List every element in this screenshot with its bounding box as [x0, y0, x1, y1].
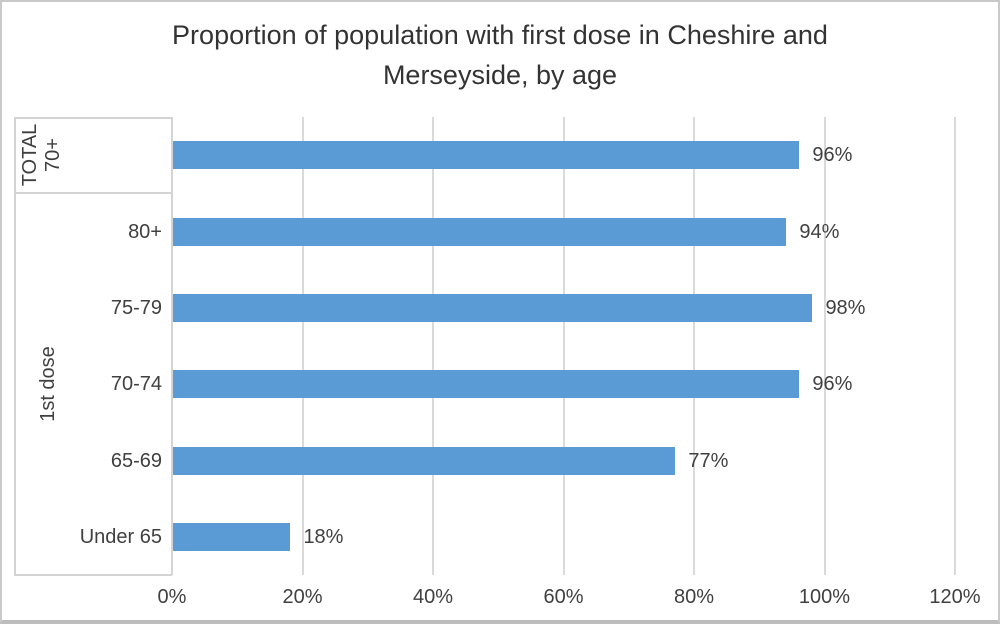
category-label-75-79: 75-79: [110, 296, 162, 319]
gridline-80%: [693, 117, 695, 575]
x-axis-tick-label: 60%: [543, 586, 584, 608]
chart-title: Proportion of population with first dose…: [2, 15, 998, 95]
category-label-Under 65: Under 65: [79, 525, 162, 548]
label-box-left-line: [14, 117, 16, 575]
category-axis-line: [171, 117, 173, 575]
group-label-1st-dose: 1st dose: [37, 346, 59, 422]
bar-Under 65: [173, 522, 291, 551]
x-axis-tick-label: 40%: [412, 586, 454, 608]
data-label-65-69: 77%: [688, 449, 729, 472]
x-axis-tick-label: 100%: [798, 586, 851, 608]
gridline-40%: [432, 117, 434, 575]
category-label-80+: 80+: [128, 220, 162, 243]
chart-title-line-2: Merseyside, by age: [382, 60, 618, 90]
bar-70+: [173, 141, 800, 170]
gridline-100%: [823, 117, 826, 575]
category-label-70-74: 70-74: [110, 373, 162, 396]
data-label-70-74: 96%: [812, 373, 853, 396]
x-axis-tick-label: 80%: [673, 586, 715, 608]
bar-80+: [173, 217, 787, 246]
category-label-70+: 70+: [42, 138, 64, 173]
x-axis-tick-label: 120%: [929, 586, 981, 608]
data-label-70+: 96%: [812, 144, 853, 167]
group-divider-line: [14, 192, 172, 195]
data-label-80+: 94%: [799, 220, 840, 243]
label-box-top-line: [14, 117, 172, 119]
category-label-65-69: 65-69: [110, 449, 162, 472]
gridline-60%: [562, 117, 565, 575]
data-label-Under 65: 18%: [303, 525, 344, 548]
x-axis-tick-label: 0%: [157, 586, 187, 608]
bar-65-69: [173, 446, 676, 475]
gridline-120%: [954, 117, 956, 575]
group-label-total: TOTAL: [19, 123, 41, 187]
data-label-75-79: 98%: [825, 296, 866, 319]
bar-75-79: [173, 293, 813, 322]
chart-title-line-1: Proportion of population with first dose…: [172, 20, 828, 50]
x-axis-tick-label: 20%: [282, 586, 323, 608]
bar-70-74: [173, 370, 800, 399]
label-box-bottom-line: [14, 574, 172, 576]
gridline-20%: [301, 117, 304, 575]
